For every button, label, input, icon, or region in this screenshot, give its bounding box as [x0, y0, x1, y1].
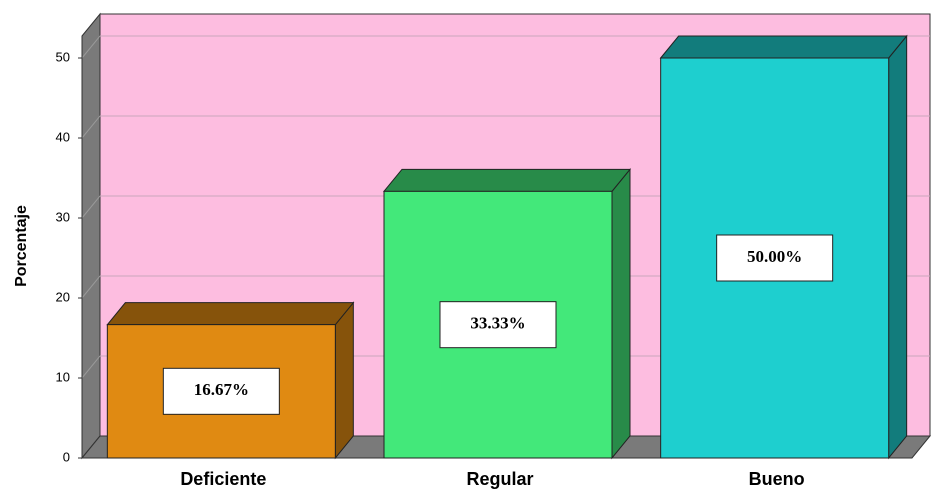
y-tick-label: 0 [63, 449, 70, 464]
bar-top [659, 35, 908, 59]
x-tick-label: Regular [466, 469, 533, 489]
y-axis-label: Porcentaje [13, 205, 30, 287]
bar-top [106, 302, 355, 326]
bar-side [334, 301, 354, 460]
grid-line [81, 355, 101, 379]
y-tick-label: 40 [56, 129, 70, 144]
grid-line [81, 275, 101, 299]
bar-side [888, 34, 908, 460]
y-tick-label: 30 [56, 209, 70, 224]
bar-top [382, 168, 632, 192]
y-tick-label: 10 [56, 369, 70, 384]
value-label-box [162, 367, 280, 415]
y-tick-label: 50 [56, 49, 70, 64]
value-label: 50.00% [747, 247, 802, 266]
grid-line [81, 35, 101, 59]
value-label-box [439, 301, 557, 349]
value-label: 33.33% [470, 314, 525, 333]
grid-line [81, 115, 101, 139]
x-tick-label: Bueno [749, 469, 805, 489]
bar-side [611, 167, 631, 460]
value-label-box [716, 234, 834, 282]
x-tick-label: Deficiente [180, 469, 266, 489]
y-tick-label: 20 [56, 289, 70, 304]
value-label: 16.67% [194, 380, 249, 399]
left-wall [81, 12, 101, 460]
grid-line [81, 195, 101, 219]
